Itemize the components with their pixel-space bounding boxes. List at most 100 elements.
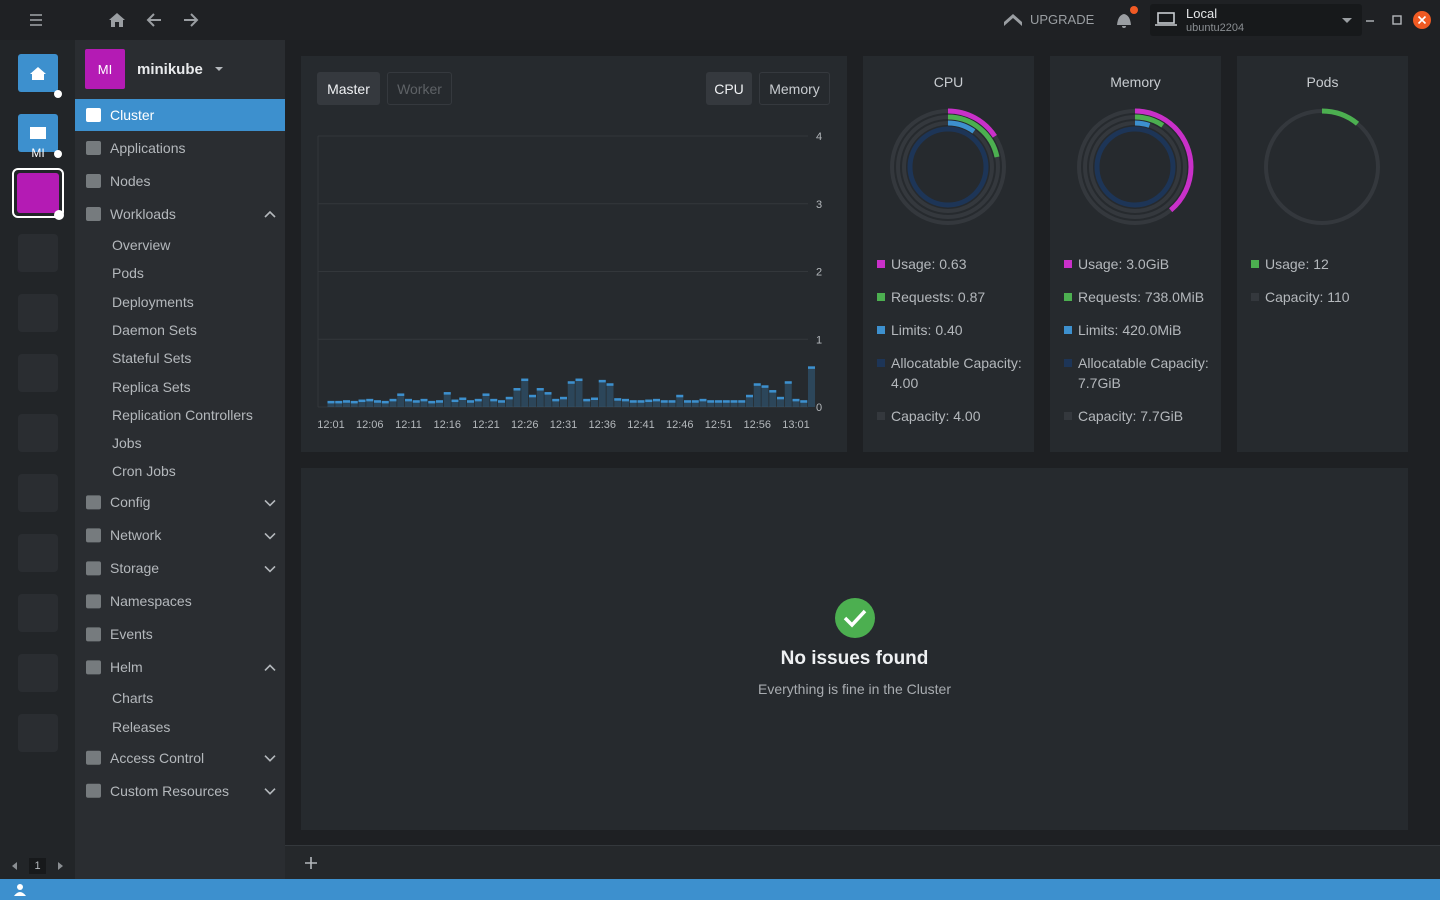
nav-item[interactable]: Network xyxy=(75,519,285,551)
nav-sublabel: Overview xyxy=(112,237,171,253)
nav-item[interactable]: Storage xyxy=(75,552,285,584)
legend-swatch xyxy=(877,359,885,367)
legend-swatch xyxy=(1251,293,1259,301)
chevron xyxy=(264,210,276,218)
nav-icon xyxy=(86,660,101,675)
chevron xyxy=(264,532,276,540)
menu-icon[interactable] xyxy=(30,14,42,26)
nav-subitem[interactable]: Replica Sets xyxy=(75,373,285,401)
gauge-panel: CPU Usage: 0.63 Requests: 0.87 Limits: 0.40… xyxy=(863,56,1034,452)
legend-item: Capacity: 110 xyxy=(1251,287,1400,307)
empty-hotbar-slot xyxy=(18,234,58,272)
nav-subitem[interactable]: Releases xyxy=(75,713,285,741)
bell-icon[interactable] xyxy=(1117,14,1131,28)
empty-hotbar-slot xyxy=(18,534,58,572)
nav-subitem[interactable]: Stateful Sets xyxy=(75,344,285,372)
nav-subitem[interactable]: Deployments xyxy=(75,288,285,316)
list-glyph xyxy=(30,127,46,139)
active-cluster xyxy=(17,173,59,213)
chevron xyxy=(264,755,276,762)
nav-icon xyxy=(86,495,101,510)
gauge-legend: Usage: 3.0GiB Requests: 738.0MiB Limits: 4… xyxy=(1064,254,1213,439)
check-icon xyxy=(835,598,875,638)
nav-subitem[interactable]: Pods xyxy=(75,259,285,287)
legend-item: Requests: 0.87 xyxy=(877,287,1026,307)
nav-label: Applications xyxy=(110,140,186,156)
nav-subitem[interactable]: Cron Jobs xyxy=(75,457,285,485)
hotbar-icons xyxy=(12,54,64,870)
nav-item[interactable]: Config xyxy=(75,486,285,518)
cluster-caret xyxy=(215,67,223,71)
add-tab-button[interactable] xyxy=(304,856,318,870)
empty-hotbar-slot xyxy=(18,294,58,332)
nav-sublabel: Stateful Sets xyxy=(112,350,192,367)
empty-hotbar-slot xyxy=(18,414,58,452)
upgrade-icon xyxy=(1004,14,1022,26)
back-icon[interactable] xyxy=(146,13,161,27)
empty-hotbar-slot xyxy=(18,714,58,752)
legend-text: Limits: 420.0MiB xyxy=(1078,322,1182,338)
metric-tab[interactable]: Memory xyxy=(759,72,830,105)
nav-icon xyxy=(86,750,101,765)
nav-item[interactable]: Helm xyxy=(75,651,285,683)
nav-sublabel: Jobs xyxy=(112,435,142,452)
nav-item[interactable]: Custom Resources xyxy=(75,775,285,807)
nav-label: Namespaces xyxy=(110,593,192,610)
gauge-title: Memory xyxy=(1110,74,1161,90)
gauge-arc xyxy=(907,126,989,208)
legend-text: Allocatable Capacity: 4.00 xyxy=(891,355,1022,391)
dropdown-caret xyxy=(1342,18,1352,23)
nav-item[interactable]: Nodes xyxy=(75,165,285,197)
empty-hotbar-slot xyxy=(18,474,58,512)
nav-subitem[interactable]: Daemon Sets xyxy=(75,316,285,344)
nav-item[interactable]: Workloads xyxy=(75,198,285,230)
laptop-icon xyxy=(1157,12,1175,24)
legend-text: Capacity: 4.00 xyxy=(891,408,981,424)
nav-sublabel: Releases xyxy=(112,718,171,735)
nav-subitem[interactable]: Overview xyxy=(75,231,285,259)
chevron xyxy=(264,788,276,795)
chevron xyxy=(264,499,276,507)
cluster-badge xyxy=(54,210,64,220)
nav-sublabel: Cron Jobs xyxy=(112,463,176,480)
context-selector[interactable] xyxy=(1150,4,1362,36)
nav-icon xyxy=(86,528,101,543)
active-cluster-frame xyxy=(12,168,64,218)
nav-icon xyxy=(86,207,101,221)
nav-icon xyxy=(86,174,101,188)
legend-swatch xyxy=(877,293,885,301)
metric-tab[interactable]: CPU xyxy=(706,72,752,105)
nav-subitem[interactable]: Jobs xyxy=(75,429,285,457)
nav-label: Nodes xyxy=(110,173,151,189)
legend-swatch xyxy=(1064,326,1072,334)
settings-badge xyxy=(54,150,62,158)
nav-subitem[interactable]: Charts xyxy=(75,684,285,712)
nav-icon xyxy=(86,561,101,576)
home-glyph xyxy=(30,67,46,80)
legend-item: Requests: 738.0MiB xyxy=(1064,287,1213,307)
maximize-button[interactable] xyxy=(1392,15,1402,25)
empty-hotbar-slot xyxy=(18,354,58,392)
legend-swatch xyxy=(1064,412,1072,420)
home-icon[interactable] xyxy=(109,13,125,27)
empty-hotbar-slot xyxy=(18,594,58,632)
legend-swatch xyxy=(877,260,885,268)
hotbar-page: 1 xyxy=(29,858,46,874)
nav-item[interactable]: Cluster xyxy=(75,99,285,131)
gauge-arc xyxy=(1263,108,1381,226)
upgrade-button[interactable]: UPGRADE xyxy=(1030,12,1095,27)
nav-subitem[interactable]: Replication Controllers xyxy=(75,401,285,429)
cluster-name[interactable]: minikube xyxy=(137,61,203,78)
nav-item[interactable]: Events xyxy=(75,618,285,650)
node-tab[interactable]: Master xyxy=(317,72,380,105)
node-tab[interactable]: Worker xyxy=(387,72,452,105)
legend-swatch xyxy=(877,412,885,420)
legend-swatch xyxy=(1064,359,1072,367)
nav-item[interactable]: Applications xyxy=(75,132,285,164)
nav-item[interactable]: Access Control xyxy=(75,742,285,774)
legend-swatch xyxy=(1251,260,1259,268)
legend-text: Usage: 0.63 xyxy=(891,256,967,272)
forward-icon[interactable] xyxy=(184,13,199,27)
legend-swatch xyxy=(1064,293,1072,301)
nav-item[interactable]: Namespaces xyxy=(75,585,285,617)
